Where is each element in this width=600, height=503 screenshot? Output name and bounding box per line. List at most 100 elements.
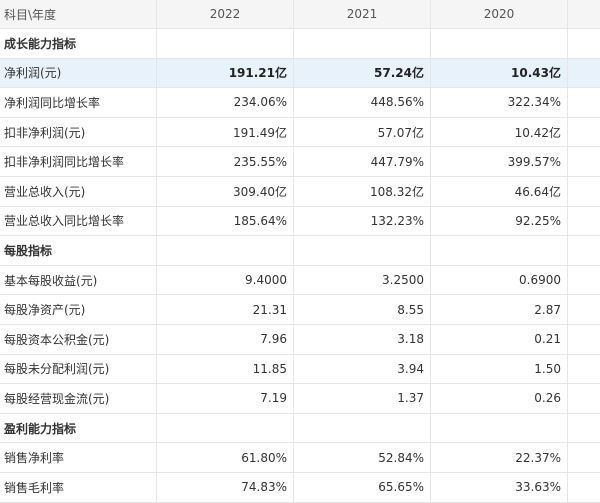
row-value	[294, 29, 431, 58]
row-value: 52.84%	[294, 443, 431, 472]
row-tail	[568, 355, 600, 384]
row-label: 扣非净利润同比增长率	[0, 147, 157, 176]
row-value: 9.4000	[157, 265, 294, 295]
row-value: 191.21亿	[157, 58, 294, 88]
row-value	[157, 236, 294, 265]
row-value: 65.65%	[294, 472, 431, 502]
table-row: 销售毛利率 74.83% 65.65% 33.63%	[0, 472, 600, 503]
row-tail	[568, 177, 600, 206]
row-value: 57.24亿	[294, 58, 431, 88]
row-value: 74.83%	[157, 472, 294, 502]
row-label: 净利润(元)	[0, 58, 157, 88]
row-value	[157, 29, 294, 58]
row-value: 10.43亿	[431, 58, 568, 88]
row-value	[157, 413, 294, 443]
row-value	[431, 236, 568, 265]
row-label: 销售净利率	[0, 443, 157, 472]
section-label: 盈利能力指标	[0, 413, 157, 443]
table-row: 扣非净利润同比增长率 235.55% 447.79% 399.57%	[0, 147, 600, 177]
table-row: 基本每股收益(元) 9.4000 3.2500 0.6900	[0, 265, 600, 296]
row-value: 46.64亿	[431, 176, 568, 206]
row-value: 61.80%	[157, 443, 294, 472]
section-row: 盈利能力指标	[0, 413, 600, 444]
row-value: 108.32亿	[294, 176, 431, 206]
row-value: 191.49亿	[157, 117, 294, 147]
table-row: 营业总收入同比增长率 185.64% 132.23% 92.25%	[0, 206, 600, 237]
table-row: 每股净资产(元) 21.31 8.55 2.87	[0, 295, 600, 325]
row-tail	[568, 325, 600, 354]
row-value: 309.40亿	[157, 176, 294, 206]
row-value: 447.79%	[294, 147, 431, 176]
row-value: 1.50	[431, 354, 568, 384]
table-header-row: 科目\年度 2022 2021 2020	[0, 0, 600, 29]
row-tail	[568, 118, 600, 147]
row-label: 营业总收入(元)	[0, 176, 157, 206]
header-year-2021[interactable]: 2021	[294, 0, 431, 28]
row-value: 399.57%	[431, 147, 568, 176]
row-label: 每股净资产(元)	[0, 295, 157, 324]
row-tail	[568, 29, 600, 58]
row-value: 235.55%	[157, 147, 294, 176]
header-year-2022[interactable]: 2022	[157, 0, 294, 28]
row-value: 11.85	[157, 354, 294, 384]
table-row: 营业总收入(元) 309.40亿 108.32亿 46.64亿	[0, 176, 600, 207]
row-value: 92.25%	[431, 206, 568, 236]
row-value: 0.26	[431, 384, 568, 413]
row-value	[431, 413, 568, 443]
table-row: 每股未分配利润(元) 11.85 3.94 1.50	[0, 354, 600, 385]
row-tail	[568, 384, 600, 413]
row-value: 322.34%	[431, 88, 568, 117]
table-row: 净利润同比增长率 234.06% 448.56% 322.34%	[0, 88, 600, 118]
row-value	[294, 236, 431, 265]
row-label: 营业总收入同比增长率	[0, 206, 157, 236]
row-tail	[568, 88, 600, 117]
row-value: 7.96	[157, 324, 294, 354]
row-value: 57.07亿	[294, 117, 431, 147]
table-row: 每股资本公积金(元) 7.96 3.18 0.21	[0, 324, 600, 355]
row-value: 185.64%	[157, 206, 294, 236]
row-value: 234.06%	[157, 88, 294, 117]
row-tail	[568, 443, 600, 472]
row-tail	[568, 59, 600, 88]
row-tail	[568, 147, 600, 176]
row-value: 3.94	[294, 354, 431, 384]
row-value: 8.55	[294, 295, 431, 324]
row-value: 2.87	[431, 295, 568, 324]
row-value: 3.18	[294, 324, 431, 354]
row-value: 33.63%	[431, 472, 568, 502]
section-row: 成长能力指标	[0, 29, 600, 59]
table-row: 每股经营现金流(元) 7.19 1.37 0.26	[0, 384, 600, 414]
row-label: 每股资本公积金(元)	[0, 324, 157, 354]
row-value: 448.56%	[294, 88, 431, 117]
row-label: 净利润同比增长率	[0, 88, 157, 117]
table-row: 净利润(元) 191.21亿 57.24亿 10.43亿	[0, 58, 600, 89]
row-label: 基本每股收益(元)	[0, 265, 157, 295]
row-label: 销售毛利率	[0, 472, 157, 502]
row-label: 每股未分配利润(元)	[0, 354, 157, 384]
row-value	[431, 29, 568, 58]
row-value: 7.19	[157, 384, 294, 413]
row-tail	[568, 414, 600, 443]
row-value: 10.42亿	[431, 117, 568, 147]
header-tail	[568, 0, 600, 28]
row-tail	[568, 207, 600, 236]
row-tail	[568, 266, 600, 295]
row-tail	[568, 236, 600, 265]
row-value: 132.23%	[294, 206, 431, 236]
row-value: 0.6900	[431, 265, 568, 295]
section-row: 每股指标	[0, 236, 600, 266]
table-row: 扣非净利润(元) 191.49亿 57.07亿 10.42亿	[0, 117, 600, 148]
header-year-2020[interactable]: 2020	[431, 0, 568, 28]
row-label: 每股经营现金流(元)	[0, 384, 157, 413]
table-body: 成长能力指标 净利润(元) 191.21亿 57.24亿 10.43亿 净利润同比增长率 2…	[0, 29, 600, 503]
header-label: 科目\年度	[0, 0, 157, 28]
table-row: 销售净利率 61.80% 52.84% 22.37%	[0, 443, 600, 473]
row-value: 21.31	[157, 295, 294, 324]
row-value: 1.37	[294, 384, 431, 413]
row-tail	[568, 473, 600, 502]
row-value: 0.21	[431, 324, 568, 354]
section-label: 成长能力指标	[0, 29, 157, 58]
row-label: 扣非净利润(元)	[0, 117, 157, 147]
section-label: 每股指标	[0, 236, 157, 265]
